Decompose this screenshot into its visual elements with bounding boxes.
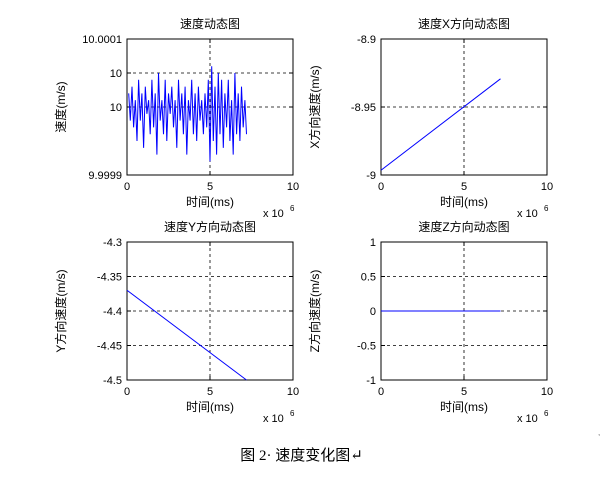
x-axis-label-speed-z: 时间(ms) — [440, 400, 488, 414]
y-tick-label-speed-x: -8.9 — [357, 34, 376, 46]
y-tick-label-speed-y: -4.5 — [103, 375, 122, 387]
x-exponent-value-speed-z: 6 — [544, 409, 549, 418]
chart-title-speed: 速度动态图 — [180, 16, 240, 31]
x-tick-label-speed-y: 10 — [287, 386, 299, 398]
y-axis-label-speed-z: Z方向速度(m/s) — [307, 270, 322, 353]
y-tick-label-speed: 10 — [110, 68, 122, 80]
series-line-speed-y — [126, 289, 247, 381]
x-tick-label-speed-x: 10 — [541, 181, 553, 193]
y-tick-label-speed-y: -4.45 — [97, 341, 122, 353]
x-tick-label-speed-y: 5 — [207, 386, 213, 398]
x-exponent-label-speed-y: x 10 — [263, 413, 284, 425]
x-exponent-value-speed: 6 — [290, 204, 295, 213]
x-tick-label-speed-x: 0 — [378, 181, 384, 193]
y-tick-label-speed-x: -8.95 — [351, 102, 376, 114]
y-tick-label-speed-y: -4.4 — [103, 306, 122, 318]
x-axis-label-speed-y: 时间(ms) — [186, 400, 234, 414]
x-tick-label-speed: 0 — [124, 181, 130, 193]
x-exponent-label-speed-z: x 10 — [517, 413, 538, 425]
figure-canvas: 0 5 109.9999101010.0001速度动态图时间(ms)速度(m/s)x… — [53, 16, 553, 425]
y-tick-label-speed-z: -1 — [366, 375, 376, 387]
x-tick-label-speed: 10 — [287, 181, 299, 193]
x-axis-label-speed: 时间(ms) — [186, 195, 234, 209]
x-tick-label-speed-y: 0 — [124, 386, 130, 398]
chart-title-speed-y: 速度Y方向动态图 — [164, 219, 256, 234]
x-axis-label-speed-x: 时间(ms) — [440, 195, 488, 209]
edge-mark: , — [598, 428, 601, 437]
chart-title-speed-z: 速度Z方向动态图 — [418, 219, 509, 234]
x-tick-label-speed: 5 — [207, 181, 213, 193]
x-exponent-value-speed-x: 6 — [544, 204, 549, 213]
x-exponent-label-speed-x: x 10 — [517, 208, 538, 220]
y-tick-label-speed-z: -0.5 — [357, 341, 376, 353]
y-tick-label-speed-z: 0 — [370, 306, 376, 318]
y-tick-label-speed: 10 — [110, 102, 122, 114]
chart-title-speed-x: 速度X方向动态图 — [418, 16, 510, 31]
y-tick-label-speed-z: 1 — [370, 237, 376, 249]
chart-speed-y: 0 5 10 -4.5 -4.45 -4.4 -4.35 -4.3 速度Y方向动态图时间(ms)… — [53, 219, 299, 425]
y-axis-label-speed-x: X方向速度(m/s) — [307, 65, 322, 148]
x-exponent-value-speed-y: 6 — [290, 409, 295, 418]
y-tick-label-speed-x: -9 — [366, 170, 376, 182]
y-tick-label-speed-z: 0.5 — [361, 272, 376, 284]
y-axis-label-speed-y: Y方向速度(m/s) — [53, 269, 68, 352]
x-tick-label-speed-z: 10 — [541, 386, 553, 398]
y-tick-label-speed: 10.0001 — [82, 34, 122, 46]
series-line-speed — [128, 66, 247, 162]
figure-caption: 图 2· 速度变化图↵ — [240, 448, 363, 464]
x-tick-label-speed-z: 0 — [378, 386, 384, 398]
y-tick-label-speed-y: -4.35 — [97, 272, 122, 284]
x-tick-label-speed-z: 5 — [461, 386, 467, 398]
y-axis-label-speed: 速度(m/s) — [53, 81, 68, 132]
x-tick-label-speed-x: 5 — [461, 181, 467, 193]
y-tick-label-speed-y: -4.3 — [103, 237, 122, 249]
series-line-speed-x — [380, 78, 501, 171]
y-tick-label-speed: 9.9999 — [88, 170, 122, 182]
x-exponent-label-speed: x 10 — [263, 208, 284, 220]
